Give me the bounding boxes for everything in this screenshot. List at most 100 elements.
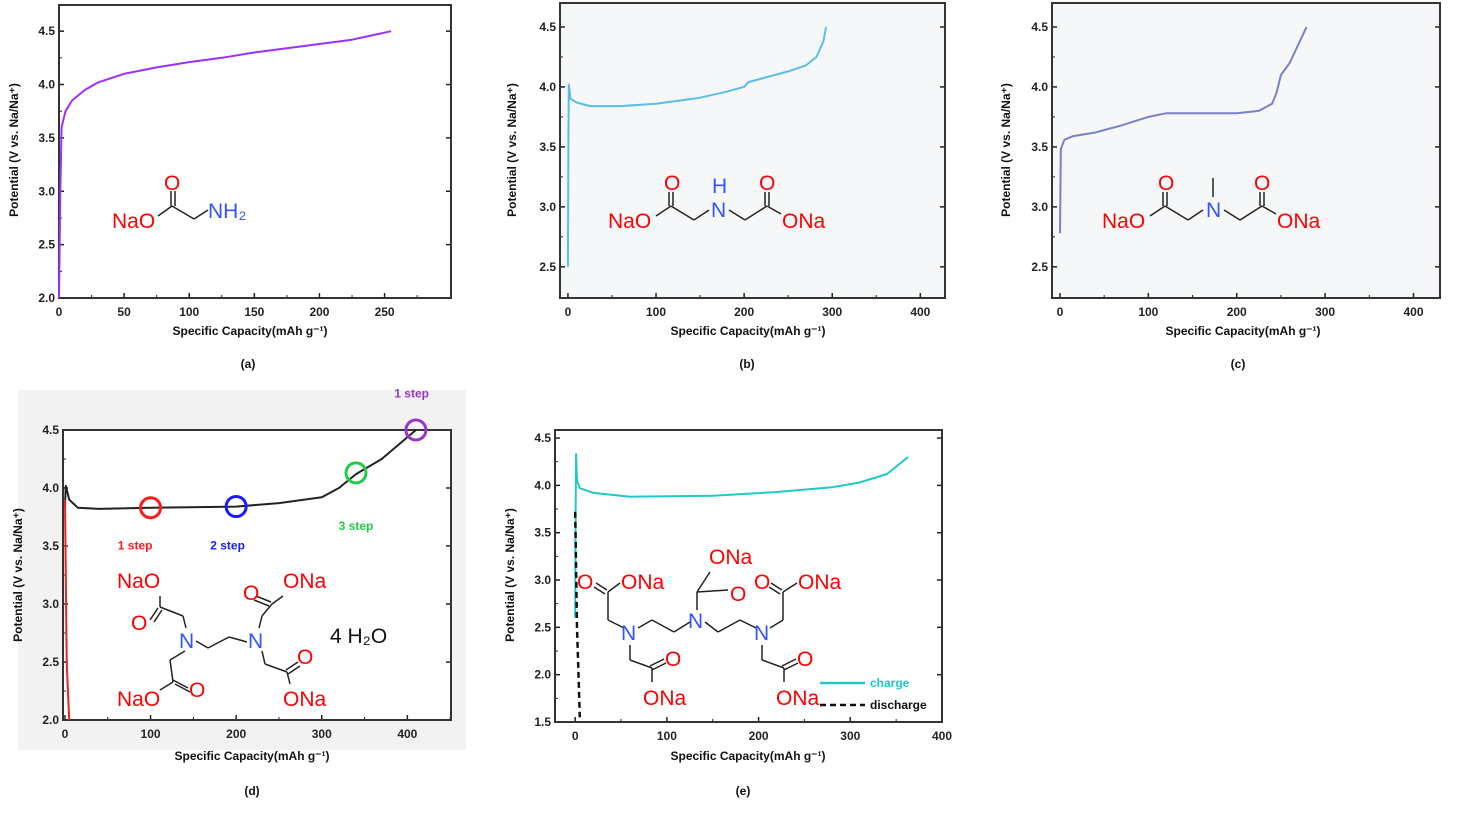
bond (629, 659, 653, 669)
atom-label: O (189, 679, 205, 702)
bond (195, 640, 209, 649)
step-marker-circle (344, 461, 368, 485)
bond (655, 205, 672, 217)
double-bond (696, 589, 729, 593)
plot-area (1052, 3, 1440, 298)
bond (728, 209, 746, 221)
x-axis-label: Specific Capacity(mAh g⁻¹) (172, 324, 327, 338)
atom-label: O (164, 172, 180, 195)
y-tick-label: 2.5 (1031, 260, 1048, 274)
bond (717, 619, 741, 633)
bond (228, 636, 248, 643)
bond (782, 582, 798, 593)
atom-label: O (664, 172, 680, 195)
y-tick-label: 4.0 (42, 481, 59, 495)
plot-area (59, 5, 451, 298)
x-axis-label: Specific Capacity(mAh g⁻¹) (1165, 324, 1320, 338)
x-tick-label: 250 (375, 305, 395, 319)
x-tick-label: 200 (226, 727, 246, 741)
atom-label: H (712, 175, 727, 198)
x-tick-label: 300 (1315, 305, 1335, 319)
series-line-charge (64, 429, 417, 510)
y-tick-label: 4.5 (38, 24, 55, 38)
atom-label: ONa (798, 571, 842, 594)
step-label: 2 step (210, 538, 245, 552)
bond (607, 582, 621, 593)
x-tick-label: 0 (1057, 305, 1064, 319)
atom-label: NH₂ (208, 200, 246, 223)
bond (1149, 205, 1166, 217)
x-tick-label: 0 (565, 305, 572, 319)
y-axis-label: Potential (V vs. Na/Na⁺) (11, 508, 25, 642)
y-axis-label: Potential (V vs. Na/Na⁺) (7, 83, 21, 217)
double-bond (651, 662, 667, 671)
bond (1223, 209, 1241, 221)
y-tick-label: 4.5 (1031, 20, 1048, 34)
bond (704, 621, 719, 633)
molecule-structure: NaO O N O ONa (1102, 172, 1321, 233)
y-tick-label: 1.5 (534, 715, 551, 729)
panel-c: 2.5 3.0 3.5 4.0 4.5 0 100 200 300 400 NaO O N O ONa Spe… (999, 2, 1441, 371)
atom-label: NaO (117, 570, 160, 593)
atom-label: ONa (643, 687, 687, 710)
y-tick-label: 3.0 (38, 184, 55, 198)
double-bond (768, 586, 781, 595)
double-bond (149, 607, 159, 621)
atom-label: O (665, 648, 681, 671)
atom-label: ONa (1277, 210, 1321, 233)
plot-area (555, 430, 942, 722)
x-tick-label: 0 (572, 729, 579, 743)
plot-frame (554, 429, 943, 723)
bond (670, 205, 695, 221)
bond (207, 636, 230, 649)
double-bond (174, 683, 191, 693)
y-tick-label: 4.0 (1031, 80, 1048, 94)
bond (258, 615, 263, 629)
double-bond (783, 662, 799, 671)
bond (261, 650, 266, 665)
x-tick-label: 100 (141, 727, 161, 741)
y-axis-label: Potential (V vs. Na/Na⁺) (505, 83, 519, 217)
x-tick-label: 300 (822, 305, 842, 319)
bond (286, 671, 291, 685)
atom-label: O (1254, 172, 1270, 195)
bond (607, 619, 625, 629)
x-tick-label: 400 (932, 729, 952, 743)
bond (766, 205, 782, 215)
atom-label: N (248, 630, 263, 653)
panel-label: (a) (241, 357, 256, 371)
x-tick-label: 400 (397, 727, 417, 741)
x-tick-label: 400 (910, 305, 930, 319)
x-tick-label: 200 (749, 729, 769, 743)
series-line-charge (58, 30, 392, 299)
double-bond (593, 586, 606, 595)
double-bond (153, 609, 163, 623)
x-tick-label: 0 (56, 305, 63, 319)
y-tick-label: 4.5 (539, 20, 556, 34)
x-axis-label: Specific Capacity(mAh g⁻¹) (174, 749, 329, 763)
atom-label: ONa (621, 571, 665, 594)
bond (1187, 209, 1204, 221)
panel-label: (c) (1231, 357, 1246, 371)
bond (193, 209, 209, 220)
atom-label: N (754, 622, 769, 645)
series-line-charge (1059, 26, 1308, 234)
bond (761, 659, 785, 669)
y-tick-label: 3.5 (534, 526, 551, 540)
double-bond (253, 599, 270, 607)
bond (696, 571, 711, 593)
y-tick-label: 3.5 (1031, 140, 1048, 154)
atom-label: ONa (782, 210, 826, 233)
y-tick-label: 2.0 (42, 713, 59, 727)
molecule-structure: NaO O HN O ONa (608, 172, 826, 233)
y-tick-label: 4.0 (38, 78, 55, 92)
x-tick-label: 300 (840, 729, 860, 743)
bond (261, 603, 273, 617)
y-tick-label: 3.0 (539, 200, 556, 214)
panel-a: 2.0 2.5 3.0 3.5 4.0 4.5 0 50 100 150 200 250 NaO O NH₂… (7, 4, 452, 371)
bond (159, 681, 174, 691)
y-tick-label: 3.5 (42, 539, 59, 553)
step-marker-circle (404, 418, 428, 442)
